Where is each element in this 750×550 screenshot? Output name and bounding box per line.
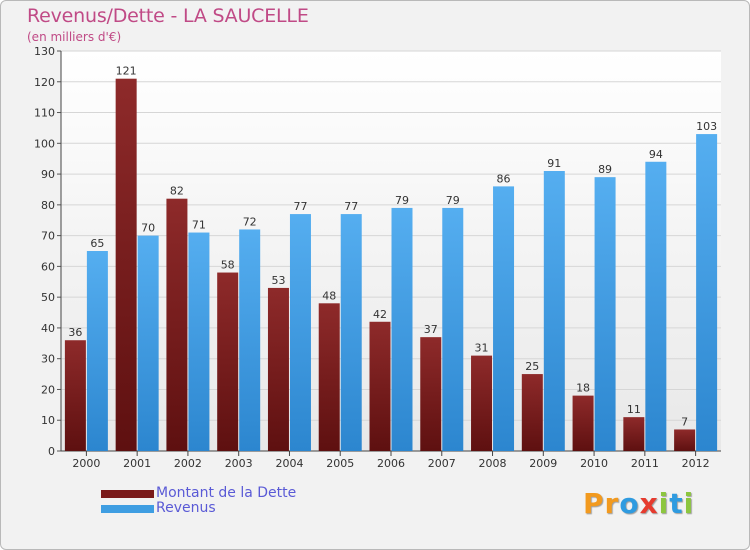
y-tick-label: 90 bbox=[41, 168, 55, 181]
logo-letter: P bbox=[583, 487, 605, 520]
logo-letter: t bbox=[669, 487, 684, 520]
y-tick-label: 0 bbox=[48, 445, 55, 458]
data-label-revenus: 65 bbox=[90, 237, 104, 250]
x-tick-label: 2001 bbox=[123, 457, 151, 470]
data-label-revenus: 71 bbox=[192, 219, 206, 232]
data-label-revenus: 79 bbox=[446, 194, 460, 207]
data-label-revenus: 79 bbox=[395, 194, 409, 207]
bar-revenus bbox=[696, 134, 718, 452]
x-tick-label: 2011 bbox=[631, 457, 659, 470]
bar-dette bbox=[267, 287, 289, 451]
y-tick-label: 120 bbox=[34, 76, 55, 89]
legend-label-dette: Montant de la Dette bbox=[156, 485, 297, 501]
data-label-dette: 48 bbox=[322, 289, 336, 302]
bar-dette bbox=[471, 355, 493, 451]
logo-letter: r bbox=[604, 487, 620, 520]
x-tick-label: 2006 bbox=[377, 457, 405, 470]
chart-subtitle: (en milliers d'€) bbox=[27, 30, 122, 44]
data-label-dette: 7 bbox=[681, 415, 688, 428]
legend-swatch-dette bbox=[101, 490, 154, 498]
data-label-dette: 31 bbox=[475, 342, 489, 355]
data-label-dette: 36 bbox=[68, 326, 82, 339]
legend-swatch-revenus bbox=[101, 505, 154, 513]
data-label-revenus: 70 bbox=[141, 222, 155, 235]
y-tick-label: 20 bbox=[41, 383, 55, 396]
data-label-revenus: 94 bbox=[649, 148, 663, 161]
bar-dette bbox=[166, 198, 188, 451]
data-label-revenus: 77 bbox=[344, 200, 358, 213]
data-label-dette: 42 bbox=[373, 308, 387, 321]
bar-revenus bbox=[645, 161, 667, 451]
bar-revenus bbox=[391, 207, 413, 451]
x-tick-label: 2002 bbox=[174, 457, 202, 470]
logo-letter: x bbox=[639, 487, 659, 520]
bar-dette bbox=[572, 395, 594, 451]
bar-dette bbox=[420, 337, 442, 451]
data-label-dette: 25 bbox=[525, 360, 539, 373]
bar-dette bbox=[64, 340, 86, 451]
bar-revenus bbox=[289, 214, 311, 451]
data-label-dette: 18 bbox=[576, 382, 590, 395]
y-tick-label: 60 bbox=[41, 260, 55, 273]
data-label-dette: 37 bbox=[424, 323, 438, 336]
bar-dette bbox=[318, 303, 340, 451]
logo-letter: i bbox=[658, 487, 670, 520]
y-tick-label: 30 bbox=[41, 353, 55, 366]
bar-dette bbox=[521, 374, 543, 451]
proxiti-logo: Proxiti bbox=[583, 487, 694, 520]
data-label-revenus: 91 bbox=[547, 157, 561, 170]
chart-title: Revenus/Dette - LA SAUCELLE bbox=[27, 5, 309, 27]
data-label-revenus: 72 bbox=[243, 215, 257, 228]
bar-revenus bbox=[137, 235, 159, 451]
x-tick-label: 2004 bbox=[275, 457, 303, 470]
bar-revenus bbox=[543, 171, 565, 451]
bar-dette bbox=[217, 272, 239, 451]
data-label-revenus: 89 bbox=[598, 163, 612, 176]
data-label-dette: 11 bbox=[627, 403, 641, 416]
y-tick-label: 10 bbox=[41, 414, 55, 427]
data-label-dette: 82 bbox=[170, 185, 184, 198]
bar-dette bbox=[115, 78, 137, 451]
x-tick-label: 2000 bbox=[72, 457, 100, 470]
bar-revenus bbox=[239, 229, 261, 451]
bar-revenus bbox=[442, 207, 464, 451]
y-tick-label: 40 bbox=[41, 322, 55, 335]
bar-revenus bbox=[86, 251, 108, 451]
data-label-dette: 121 bbox=[116, 65, 137, 78]
y-tick-label: 80 bbox=[41, 199, 55, 212]
y-tick-label: 50 bbox=[41, 291, 55, 304]
bar-revenus bbox=[594, 177, 616, 451]
x-tick-label: 2005 bbox=[326, 457, 354, 470]
y-tick-label: 100 bbox=[34, 137, 55, 150]
x-tick-label: 2007 bbox=[428, 457, 456, 470]
y-tick-label: 70 bbox=[41, 230, 55, 243]
data-label-dette: 53 bbox=[271, 274, 285, 287]
y-tick-label: 130 bbox=[34, 45, 55, 58]
x-tick-label: 2009 bbox=[529, 457, 557, 470]
x-tick-label: 2012 bbox=[682, 457, 710, 470]
bar-revenus bbox=[340, 214, 362, 451]
bar-revenus bbox=[188, 232, 210, 451]
x-tick-label: 2008 bbox=[479, 457, 507, 470]
y-tick-label: 110 bbox=[34, 107, 55, 120]
x-tick-label: 2010 bbox=[580, 457, 608, 470]
bar-dette bbox=[369, 321, 391, 451]
data-label-revenus: 77 bbox=[293, 200, 307, 213]
logo-letter: i bbox=[683, 487, 695, 520]
bar-dette bbox=[674, 429, 696, 451]
data-label-revenus: 86 bbox=[497, 172, 511, 185]
data-label-dette: 58 bbox=[221, 259, 235, 272]
plot-area bbox=[61, 51, 721, 451]
bar-revenus bbox=[493, 186, 515, 451]
bar-dette bbox=[623, 417, 645, 451]
data-label-revenus: 103 bbox=[696, 120, 717, 133]
logo-letter: o bbox=[619, 487, 640, 520]
x-tick-label: 2003 bbox=[225, 457, 253, 470]
legend-label-revenus: Revenus bbox=[156, 500, 216, 516]
